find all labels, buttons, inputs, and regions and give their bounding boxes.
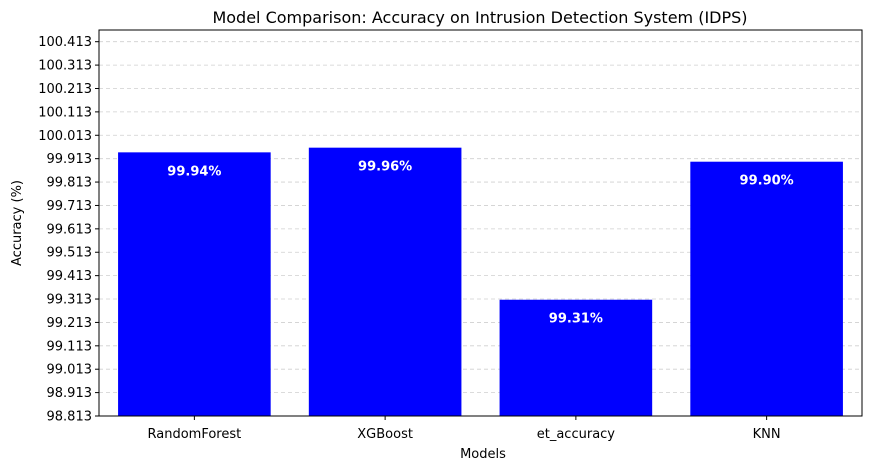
bar-et_accuracy — [499, 299, 653, 416]
y-tick-label: 100.413 — [38, 35, 92, 50]
y-axis-ticks: 98.813 98.913 99.013 99.113 99.213 99.313 99.4… — [38, 35, 99, 425]
x-tick-label: RandomForest — [148, 427, 242, 442]
bar-RandomForest — [118, 152, 271, 417]
y-tick-label: 100.213 — [38, 82, 92, 97]
y-tick-label: 99.813 — [47, 176, 93, 191]
x-tick-label: et_accuracy — [537, 427, 616, 442]
y-tick-label: 100.113 — [38, 105, 92, 120]
y-tick-label: 99.213 — [47, 316, 93, 331]
data-label: 99.96% — [358, 160, 412, 175]
chart-title: Model Comparison: Accuracy on Intrusion … — [212, 8, 747, 27]
x-axis-title: Models — [460, 447, 506, 462]
y-tick-label: 99.113 — [47, 339, 93, 354]
bars — [118, 147, 843, 417]
data-label: 99.31% — [549, 312, 603, 327]
data-labels: 99.94% 99.96% 99.31% 99.90% — [167, 160, 793, 327]
plot-frame — [98, 29, 863, 417]
y-tick-label: 99.713 — [47, 199, 93, 214]
y-tick-label: 100.013 — [38, 129, 92, 144]
y-tick-label: 98.913 — [47, 386, 93, 401]
y-tick-label: 99.413 — [47, 269, 93, 284]
y-tick-label: 98.813 — [47, 410, 93, 425]
y-axis-title: Accuracy (%) — [10, 180, 25, 266]
y-tick-label: 99.013 — [47, 363, 93, 378]
data-label: 99.90% — [740, 174, 794, 189]
x-tick-label: KNN — [753, 427, 781, 442]
y-tick-label: 99.513 — [47, 246, 93, 261]
y-tick-label: 99.313 — [47, 293, 93, 308]
x-tick-label: XGBoost — [357, 427, 413, 442]
bar-KNN — [690, 161, 843, 416]
y-tick-label: 99.913 — [47, 152, 93, 167]
y-tick-label: 100.313 — [38, 59, 92, 74]
data-label: 99.94% — [167, 164, 221, 179]
x-axis-ticks: RandomForest XGBoost et_accuracy KNN — [148, 416, 781, 442]
bar-XGBoost — [308, 147, 462, 416]
y-tick-label: 99.613 — [47, 222, 93, 237]
